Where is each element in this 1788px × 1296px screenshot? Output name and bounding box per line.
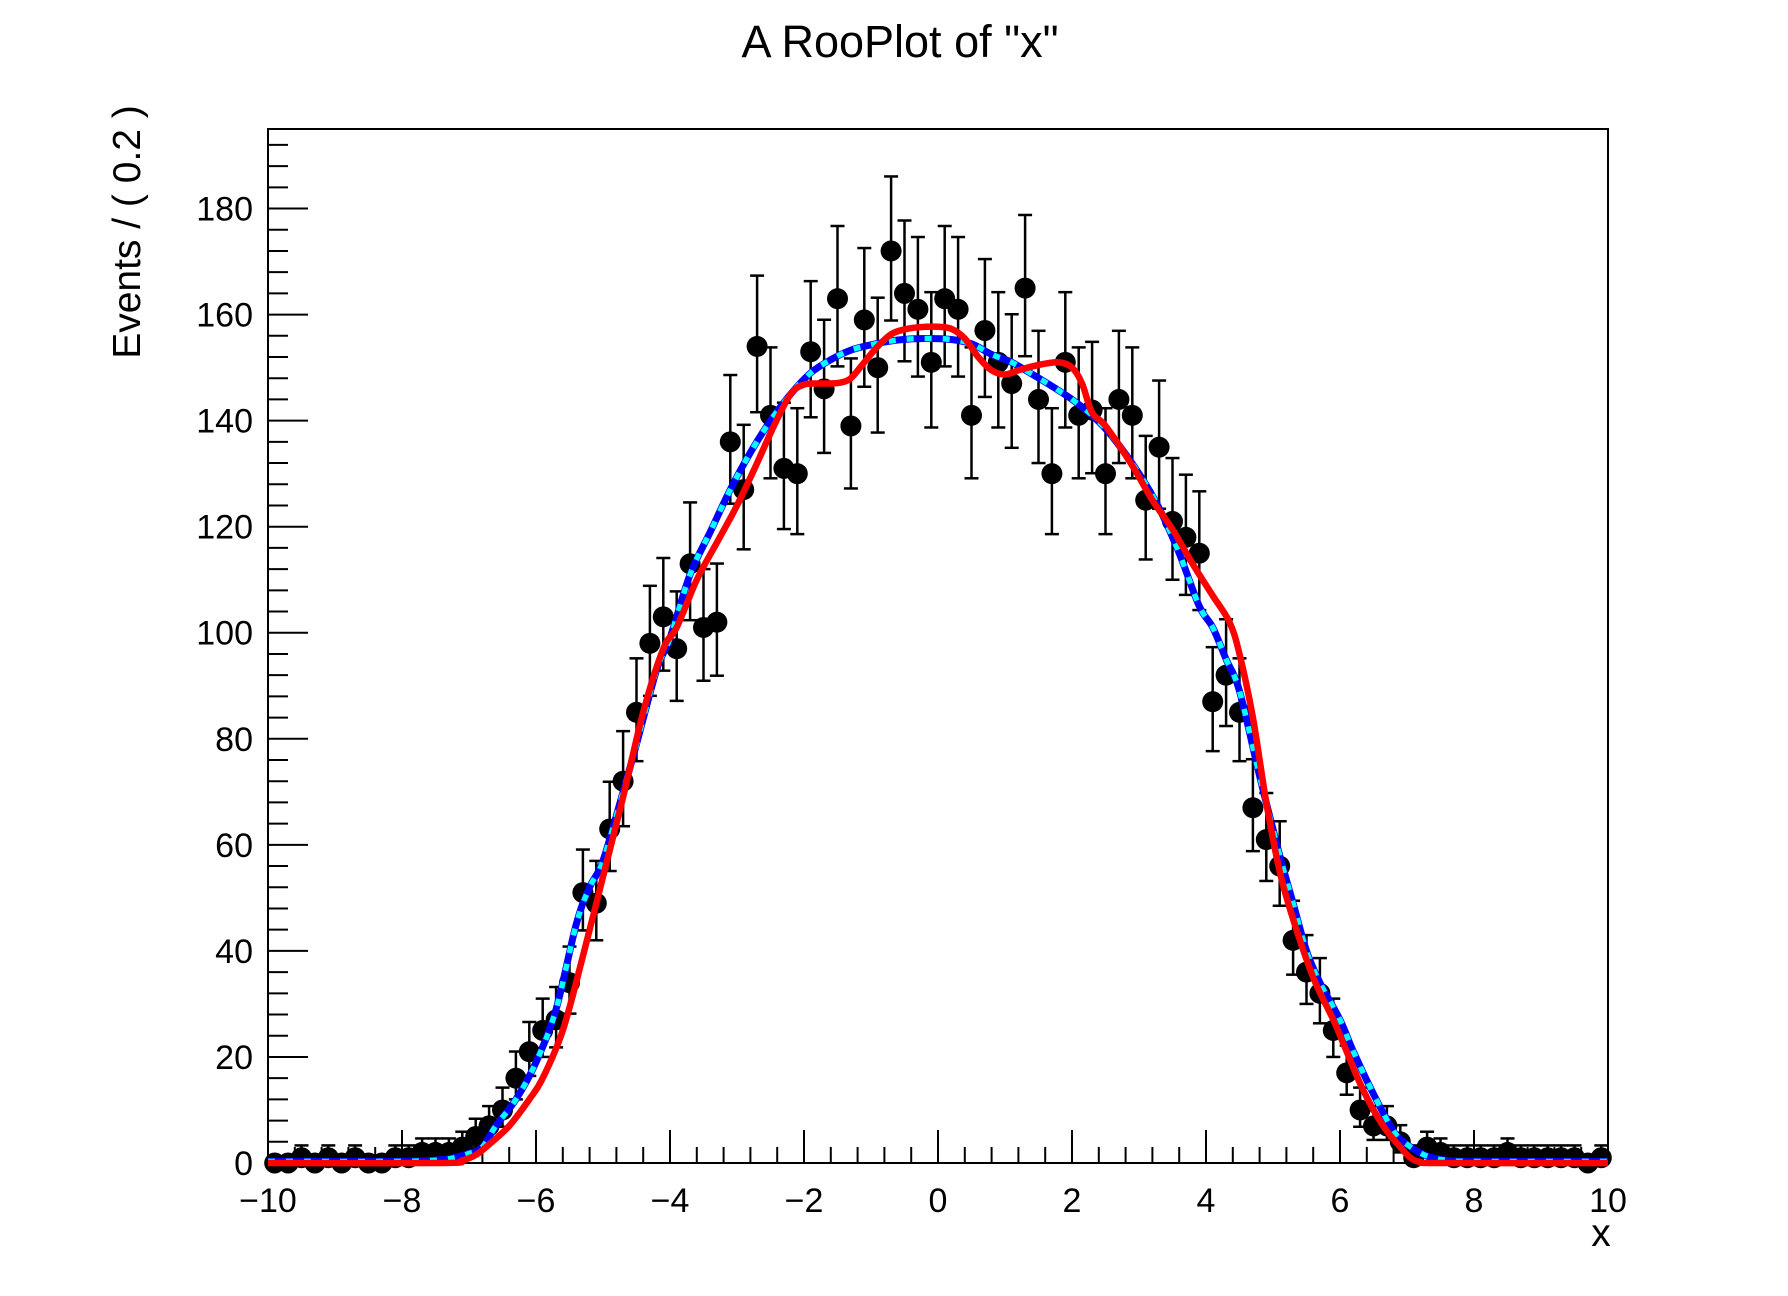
data-point: [907, 298, 929, 320]
y-axis-tick-label: 0: [234, 1145, 253, 1183]
data-point: [652, 606, 674, 628]
pdf-curve-blue: [268, 334, 1608, 1165]
data-point: [1001, 373, 1023, 395]
data-point: [1188, 542, 1210, 564]
data-point: [974, 319, 996, 341]
plot-title: A RooPlot of "x": [741, 16, 1058, 67]
data-point: [1121, 404, 1143, 426]
y-axis-tick-label: 120: [196, 509, 253, 547]
x-axis-tick-label: −8: [383, 1182, 422, 1220]
data-point: [786, 463, 808, 485]
data-point: [518, 1041, 540, 1063]
data-point: [505, 1067, 527, 1089]
x-axis-tick-label: −6: [517, 1182, 556, 1220]
data-point: [639, 632, 661, 654]
data-point: [1095, 463, 1116, 485]
data-point: [894, 282, 915, 304]
data-point: [706, 611, 728, 633]
data-point: [1028, 388, 1049, 410]
x-axis-tick-label: −2: [785, 1182, 824, 1220]
x-axis-title: x: [1591, 1212, 1611, 1255]
data-point: [947, 298, 969, 320]
data-point: [1349, 1099, 1371, 1121]
plot-area: −10 −8 −6 −4 −2 0 2 4 6 8 100204060801001201401601…: [196, 128, 1627, 1220]
pdf-curve-cyan-dotted: [268, 335, 1608, 1165]
data-point: [853, 309, 875, 331]
data-point: [827, 288, 848, 310]
x-axis-tick-label: 2: [1063, 1182, 1082, 1220]
data-point: [1108, 388, 1130, 410]
data-point: [1041, 463, 1063, 485]
y-axis-tick-label: 80: [215, 721, 253, 759]
data-point: [1148, 436, 1170, 458]
data-point: [800, 341, 822, 363]
y-axis-tick-label: 160: [196, 297, 253, 335]
x-axis-tick-label: 4: [1197, 1182, 1216, 1220]
y-axis-tick-label: 180: [196, 191, 253, 229]
x-axis-tick-label: 8: [1465, 1182, 1484, 1220]
y-axis-tick-label: 20: [215, 1039, 253, 1077]
data-point: [1242, 797, 1264, 819]
x-axis-tick-label: 0: [929, 1182, 948, 1220]
y-axis-title: Events / ( 0.2 ): [106, 105, 149, 359]
y-axis-tick-label: 40: [215, 933, 253, 971]
y-axis-tick-label: 100: [196, 615, 253, 653]
data-point: [719, 431, 741, 453]
data-point: [1202, 691, 1224, 713]
x-axis-tick-label: 10: [1589, 1182, 1627, 1220]
data-point: [840, 415, 862, 437]
pdf-curve-red: [268, 323, 1608, 1167]
plot-frame: [267, 128, 1609, 1164]
x-axis-tick-label: −10: [239, 1182, 297, 1220]
data-point: [1014, 277, 1036, 299]
data-point: [920, 351, 942, 373]
data-point: [961, 404, 982, 426]
data-point: [867, 357, 889, 379]
y-axis-tick-label: 140: [196, 403, 253, 441]
x-axis-tick-label: 6: [1331, 1182, 1350, 1220]
data-point: [746, 335, 768, 357]
data-point: [880, 240, 902, 262]
x-axis-tick-label: −4: [651, 1182, 690, 1220]
y-axis-tick-label: 60: [215, 827, 253, 865]
